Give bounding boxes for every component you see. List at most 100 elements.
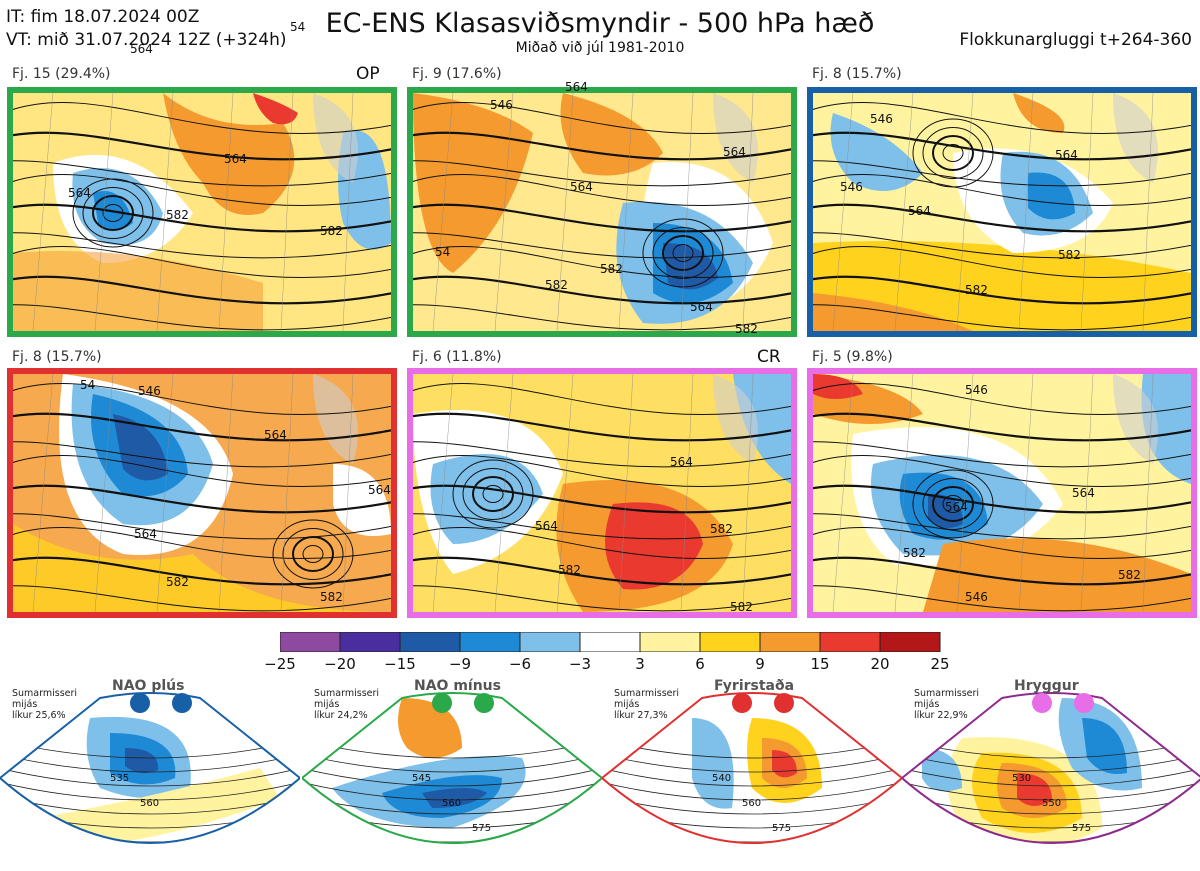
contour-label: 564 bbox=[264, 428, 287, 442]
contour-label: 560 bbox=[742, 798, 762, 809]
closed-contour bbox=[672, 244, 694, 262]
anomaly-area bbox=[923, 538, 1191, 612]
closed-contour bbox=[292, 536, 334, 572]
closed-contour bbox=[82, 187, 144, 239]
closed-contour bbox=[942, 495, 964, 513]
anomaly-area bbox=[13, 524, 391, 612]
regime-dot bbox=[1032, 693, 1052, 713]
height-contour bbox=[602, 765, 902, 787]
meridian-line bbox=[494, 93, 514, 331]
height-contour bbox=[13, 246, 391, 278]
meridian-line bbox=[494, 374, 514, 612]
meridian-line bbox=[1142, 374, 1154, 612]
anomaly-map bbox=[813, 374, 1191, 612]
anomaly-area bbox=[1028, 172, 1075, 220]
meridian-line bbox=[894, 374, 914, 612]
height-contour bbox=[13, 585, 391, 612]
regime-dot bbox=[774, 693, 794, 713]
panel-label: Fj. 8 (15.7%) bbox=[12, 349, 102, 365]
anomaly-area bbox=[163, 93, 295, 215]
height-contour bbox=[0, 751, 300, 773]
contour-label: 575 bbox=[772, 823, 792, 834]
panel-label: Fj. 9 (17.6%) bbox=[412, 66, 502, 82]
height-contour bbox=[13, 383, 391, 415]
colorbar-tick-label: 15 bbox=[810, 655, 830, 673]
closed-contour bbox=[912, 118, 994, 188]
contour-label: 564 bbox=[224, 152, 247, 166]
colorbar-swatch bbox=[279, 631, 341, 653]
anomaly-area bbox=[692, 718, 734, 809]
contour-label: 582 bbox=[545, 278, 568, 292]
closed-contour bbox=[912, 469, 994, 539]
land-area bbox=[1113, 374, 1158, 464]
closed-contour bbox=[72, 178, 154, 248]
meridian-line bbox=[280, 93, 294, 331]
height-contour bbox=[413, 484, 791, 514]
cluster-map-panel[interactable] bbox=[807, 368, 1197, 618]
anomaly-map bbox=[413, 93, 791, 331]
colorbar-swatch bbox=[879, 631, 941, 653]
colorbar-tick-label: 25 bbox=[930, 655, 950, 673]
closed-contour bbox=[282, 528, 344, 580]
anomaly-map bbox=[13, 374, 391, 612]
height-contour bbox=[302, 765, 602, 787]
cluster-map-panel[interactable] bbox=[7, 87, 397, 337]
height-contour bbox=[813, 102, 1191, 134]
height-contour bbox=[813, 441, 1191, 468]
regime-card: Fyrirstaða Sumarmisseri mijás líkur 27,3% 54… bbox=[602, 678, 902, 871]
height-contour bbox=[13, 275, 391, 305]
colorbar bbox=[279, 631, 942, 656]
height-contour bbox=[902, 765, 1200, 787]
panel-label: Fj. 6 (11.8%) bbox=[412, 349, 502, 365]
meridian-line bbox=[156, 374, 174, 612]
colorbar-tick-label: −9 bbox=[448, 655, 472, 673]
land-area bbox=[713, 374, 758, 464]
meridian-line bbox=[680, 93, 694, 331]
height-contour bbox=[413, 246, 791, 278]
meridian-line bbox=[32, 93, 54, 331]
contour-label: 582 bbox=[320, 224, 343, 238]
panel-label: Fj. 5 (9.8%) bbox=[812, 349, 893, 365]
contour-label: 564 bbox=[570, 180, 593, 194]
panel-tag: CR bbox=[757, 347, 781, 367]
regime-season: Sumarmisseri bbox=[614, 688, 680, 699]
height-contour bbox=[813, 174, 1191, 206]
anomaly-area bbox=[125, 748, 159, 774]
regime-card: NAO mínus Sumarmisseri mijás líkur 24,2% 545… bbox=[302, 678, 602, 871]
meridian-line bbox=[218, 93, 234, 331]
meridian-line bbox=[1142, 93, 1154, 331]
cluster-map-panel[interactable] bbox=[407, 87, 797, 337]
colorbar-swatch bbox=[339, 631, 401, 653]
height-contour bbox=[413, 174, 791, 206]
contour-label: 575 bbox=[472, 823, 492, 834]
colorbar-swatch bbox=[639, 631, 701, 653]
colorbar-tick-label: 3 bbox=[635, 655, 645, 673]
anomaly-map bbox=[13, 93, 391, 331]
regime-prob: líkur 22,9% bbox=[914, 710, 968, 721]
height-contour bbox=[13, 484, 391, 514]
contour-label: 564 bbox=[130, 42, 153, 56]
meridian-line bbox=[956, 93, 974, 331]
height-contour bbox=[13, 203, 391, 233]
height-contour bbox=[13, 527, 391, 559]
height-contour bbox=[13, 160, 391, 187]
meridian-line bbox=[680, 374, 694, 612]
cluster-map-panel[interactable] bbox=[7, 368, 397, 618]
height-contour bbox=[813, 383, 1191, 415]
anomaly-area bbox=[40, 768, 280, 843]
contour-label: 546 bbox=[870, 112, 893, 126]
contour-label: 540 bbox=[712, 773, 732, 784]
regime-info: Sumarmisseri mijás líkur 25,6% bbox=[12, 688, 102, 721]
contour-label: 582 bbox=[1058, 248, 1081, 262]
height-contour bbox=[0, 779, 300, 801]
contour-label: 545 bbox=[412, 773, 432, 784]
colorbar-tick-label: 20 bbox=[870, 655, 890, 673]
cluster-map-panel[interactable] bbox=[407, 368, 797, 618]
contour-label: 564 bbox=[945, 500, 968, 514]
contour-label: 564 bbox=[670, 455, 693, 469]
cluster-map-panel[interactable] bbox=[807, 87, 1197, 337]
colorbar-tick-label: 6 bbox=[695, 655, 705, 673]
meridian-line bbox=[1018, 93, 1034, 331]
height-contour bbox=[813, 275, 1191, 305]
height-contour bbox=[13, 232, 391, 259]
